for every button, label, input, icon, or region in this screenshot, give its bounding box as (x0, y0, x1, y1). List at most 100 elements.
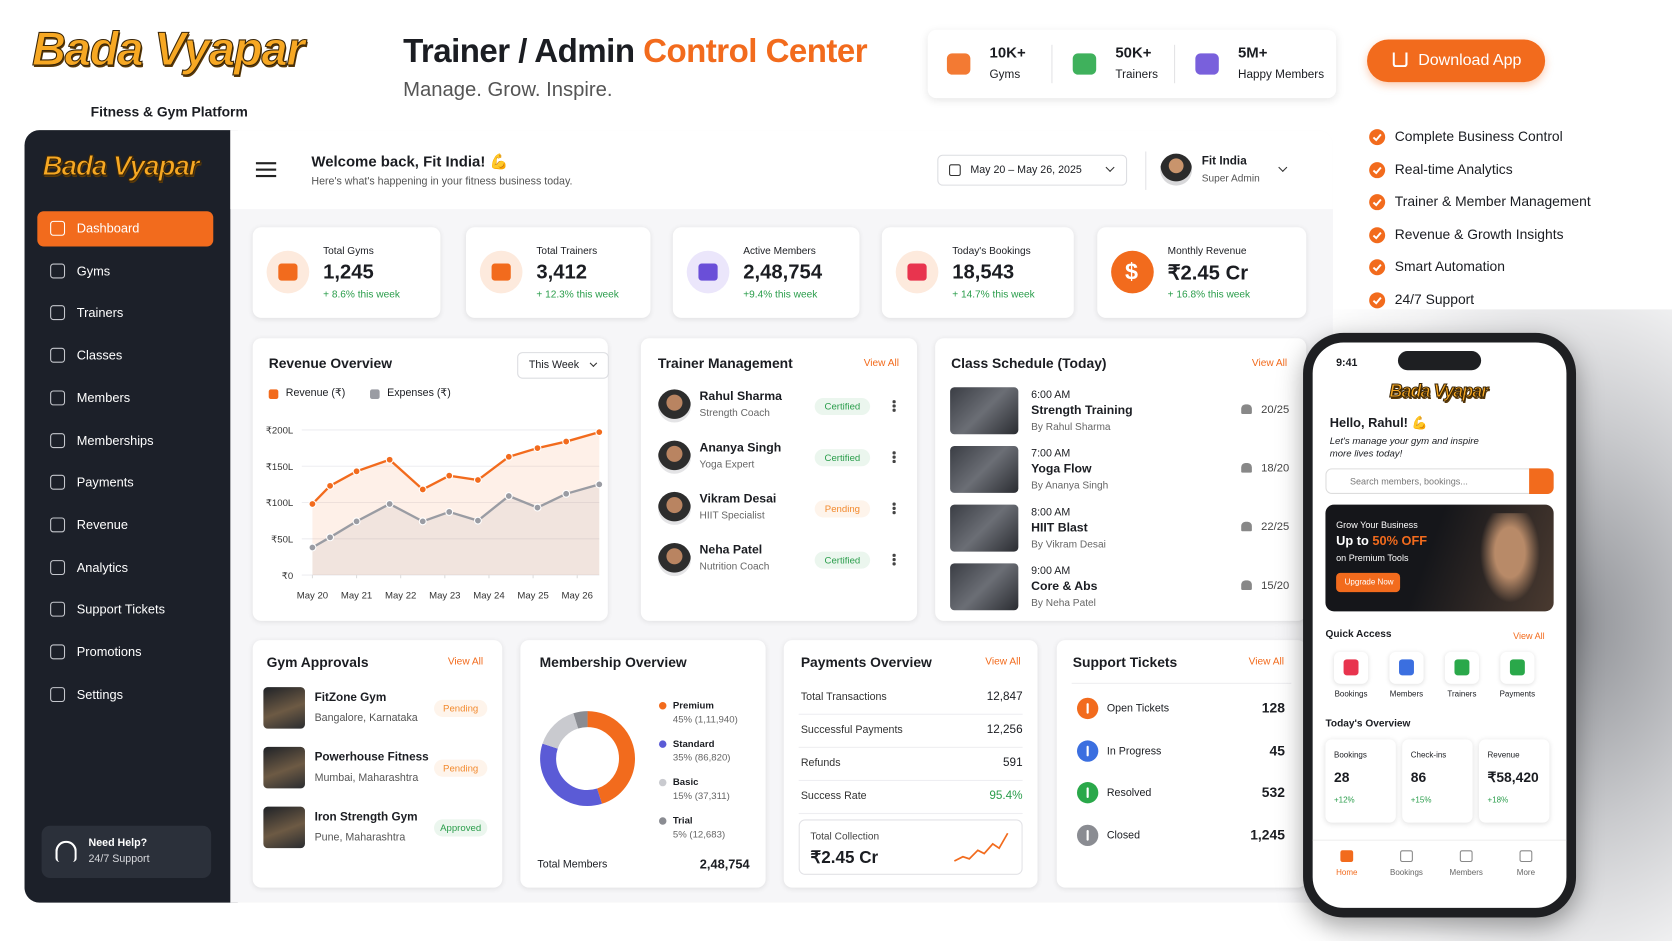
phone-nav-label[interactable]: Bookings (1390, 867, 1423, 877)
welcome: Welcome back, Fit India! 💪 (311, 152, 509, 170)
quick-item[interactable] (1389, 651, 1424, 684)
class-trainer: By Ananya Singh (1031, 480, 1109, 492)
view-all[interactable]: View All (447, 656, 484, 668)
kpi-label: Active Members (743, 245, 816, 258)
quick-label[interactable]: Payments (1499, 689, 1536, 699)
quick-label[interactable]: Members (1389, 689, 1424, 699)
download-label[interactable]: Download App (1418, 51, 1522, 70)
check-icon (1369, 194, 1386, 211)
section-title: Today's Overview (1325, 718, 1411, 730)
nav-item[interactable]: Settings (37, 677, 213, 712)
kpi-icon-glyph (698, 263, 718, 281)
view-all[interactable]: View All (1251, 357, 1288, 370)
nav-label[interactable]: Dashboard (76, 220, 140, 236)
nav-label[interactable]: Trainers (76, 305, 124, 321)
nav-label[interactable]: Gyms (76, 263, 111, 279)
nav-label[interactable]: Memberships (76, 432, 154, 448)
nav-item[interactable]: Gyms (37, 254, 213, 289)
status-badge: Certified (814, 397, 871, 416)
kpi-label: Total Gyms (323, 245, 374, 258)
nav-label[interactable]: Revenue (76, 517, 129, 533)
view-all[interactable]: View All (1248, 656, 1284, 668)
status-label: Pending (443, 703, 479, 714)
legend-label: Standard (672, 738, 715, 749)
search-box[interactable]: Search members, bookings... (1325, 468, 1554, 494)
x-tick-label: May 22 (385, 591, 416, 602)
download-button[interactable]: Download App (1367, 39, 1546, 83)
nav-item[interactable]: Dashboard (37, 211, 214, 247)
donut-segment (540, 711, 635, 807)
kpi-icon (266, 250, 310, 294)
nav-label[interactable]: Settings (76, 686, 124, 702)
row-label: Open Tickets (1106, 703, 1170, 715)
phone-nav-label[interactable]: More (1516, 867, 1536, 877)
nav-icon (1519, 850, 1533, 863)
nav-label[interactable]: Classes (76, 347, 123, 363)
data-point (308, 543, 317, 552)
class-name: Strength Training (1031, 404, 1133, 418)
view-all[interactable]: View All (985, 656, 1021, 668)
x-tick-label: May 26 (562, 591, 593, 602)
feature: Real-time Analytics (1394, 160, 1513, 177)
quick-item[interactable] (1333, 651, 1369, 684)
nav-label[interactable]: Support Tickets (76, 602, 165, 617)
phone-nav-label[interactable]: Members (1449, 867, 1483, 877)
view-all[interactable]: View All (1513, 630, 1545, 642)
nav-icon (50, 347, 66, 363)
search-placeholder[interactable]: Search members, bookings... (1349, 475, 1468, 487)
nav-item[interactable]: Analytics (37, 550, 213, 585)
quick-item[interactable] (1500, 651, 1535, 684)
nav-label[interactable]: Analytics (76, 559, 128, 575)
legend-swatch (658, 817, 667, 825)
feature: Trainer & Member Management (1394, 193, 1591, 210)
quick-label[interactable]: Bookings (1334, 689, 1368, 699)
nav-item[interactable]: Members (37, 381, 213, 416)
data-point (418, 485, 427, 494)
nav-label[interactable]: Members (76, 390, 131, 406)
upgrade-label[interactable]: Upgrade Now (1344, 577, 1394, 587)
data-point (326, 481, 335, 490)
nav-label[interactable]: Payments (76, 474, 134, 490)
sparkline-icon (953, 832, 1009, 862)
status-icon (1076, 697, 1099, 720)
period[interactable]: This Week (528, 359, 580, 372)
user-role: Super Admin (1201, 172, 1260, 185)
quick-label[interactable]: Trainers (1447, 689, 1477, 699)
y-tick-label: ₹50L (271, 535, 294, 546)
gym-thumbnail (263, 806, 305, 849)
row-label: Refunds (800, 757, 841, 770)
notch (1397, 351, 1482, 371)
nav-item[interactable]: Memberships (37, 423, 213, 458)
nav-label[interactable]: Promotions (76, 644, 142, 660)
view-all[interactable]: View All (863, 357, 900, 370)
nav-item[interactable]: Trainers (37, 296, 213, 331)
upgrade-button[interactable]: Upgrade Now (1336, 572, 1401, 593)
nav-icon (1400, 850, 1413, 863)
overview-card: Bookings 28 +12% (1325, 739, 1396, 823)
date-range[interactable]: May 20 – May 26, 2025 (970, 164, 1082, 177)
value-label: 45% (1,11,940) (672, 713, 738, 725)
legend-swatch (658, 702, 667, 710)
date-picker[interactable]: May 20 – May 26, 2025 (937, 154, 1128, 186)
more-icon (892, 502, 896, 506)
status-label: Pending (824, 503, 861, 515)
nav-item[interactable]: Revenue (37, 508, 213, 543)
nav-icon (1340, 850, 1354, 863)
phone-nav-label[interactable]: Home (1336, 867, 1358, 877)
nav-icon (50, 517, 66, 533)
quick-item[interactable] (1444, 651, 1479, 684)
nav-item[interactable]: Classes (37, 338, 213, 373)
status-badge: Pending (433, 699, 488, 717)
kpi-icon: $ (1111, 250, 1154, 294)
gym-location: Pune, Maharashtra (314, 832, 406, 844)
icon-mark (1086, 829, 1089, 841)
nav-icon (50, 644, 66, 660)
nav-item[interactable]: Support Tickets (37, 592, 213, 627)
nav-item[interactable]: Promotions (37, 635, 213, 670)
period-dropdown[interactable]: This Week (517, 352, 609, 379)
class-name: Core & Abs (1031, 580, 1098, 594)
user-name: Fit India (1201, 154, 1247, 168)
payments-card: Payments Overview View All Total Transacti… (783, 640, 1038, 888)
kpi-value: 2,48,754 (743, 261, 823, 284)
nav-item[interactable]: Payments (37, 465, 213, 500)
